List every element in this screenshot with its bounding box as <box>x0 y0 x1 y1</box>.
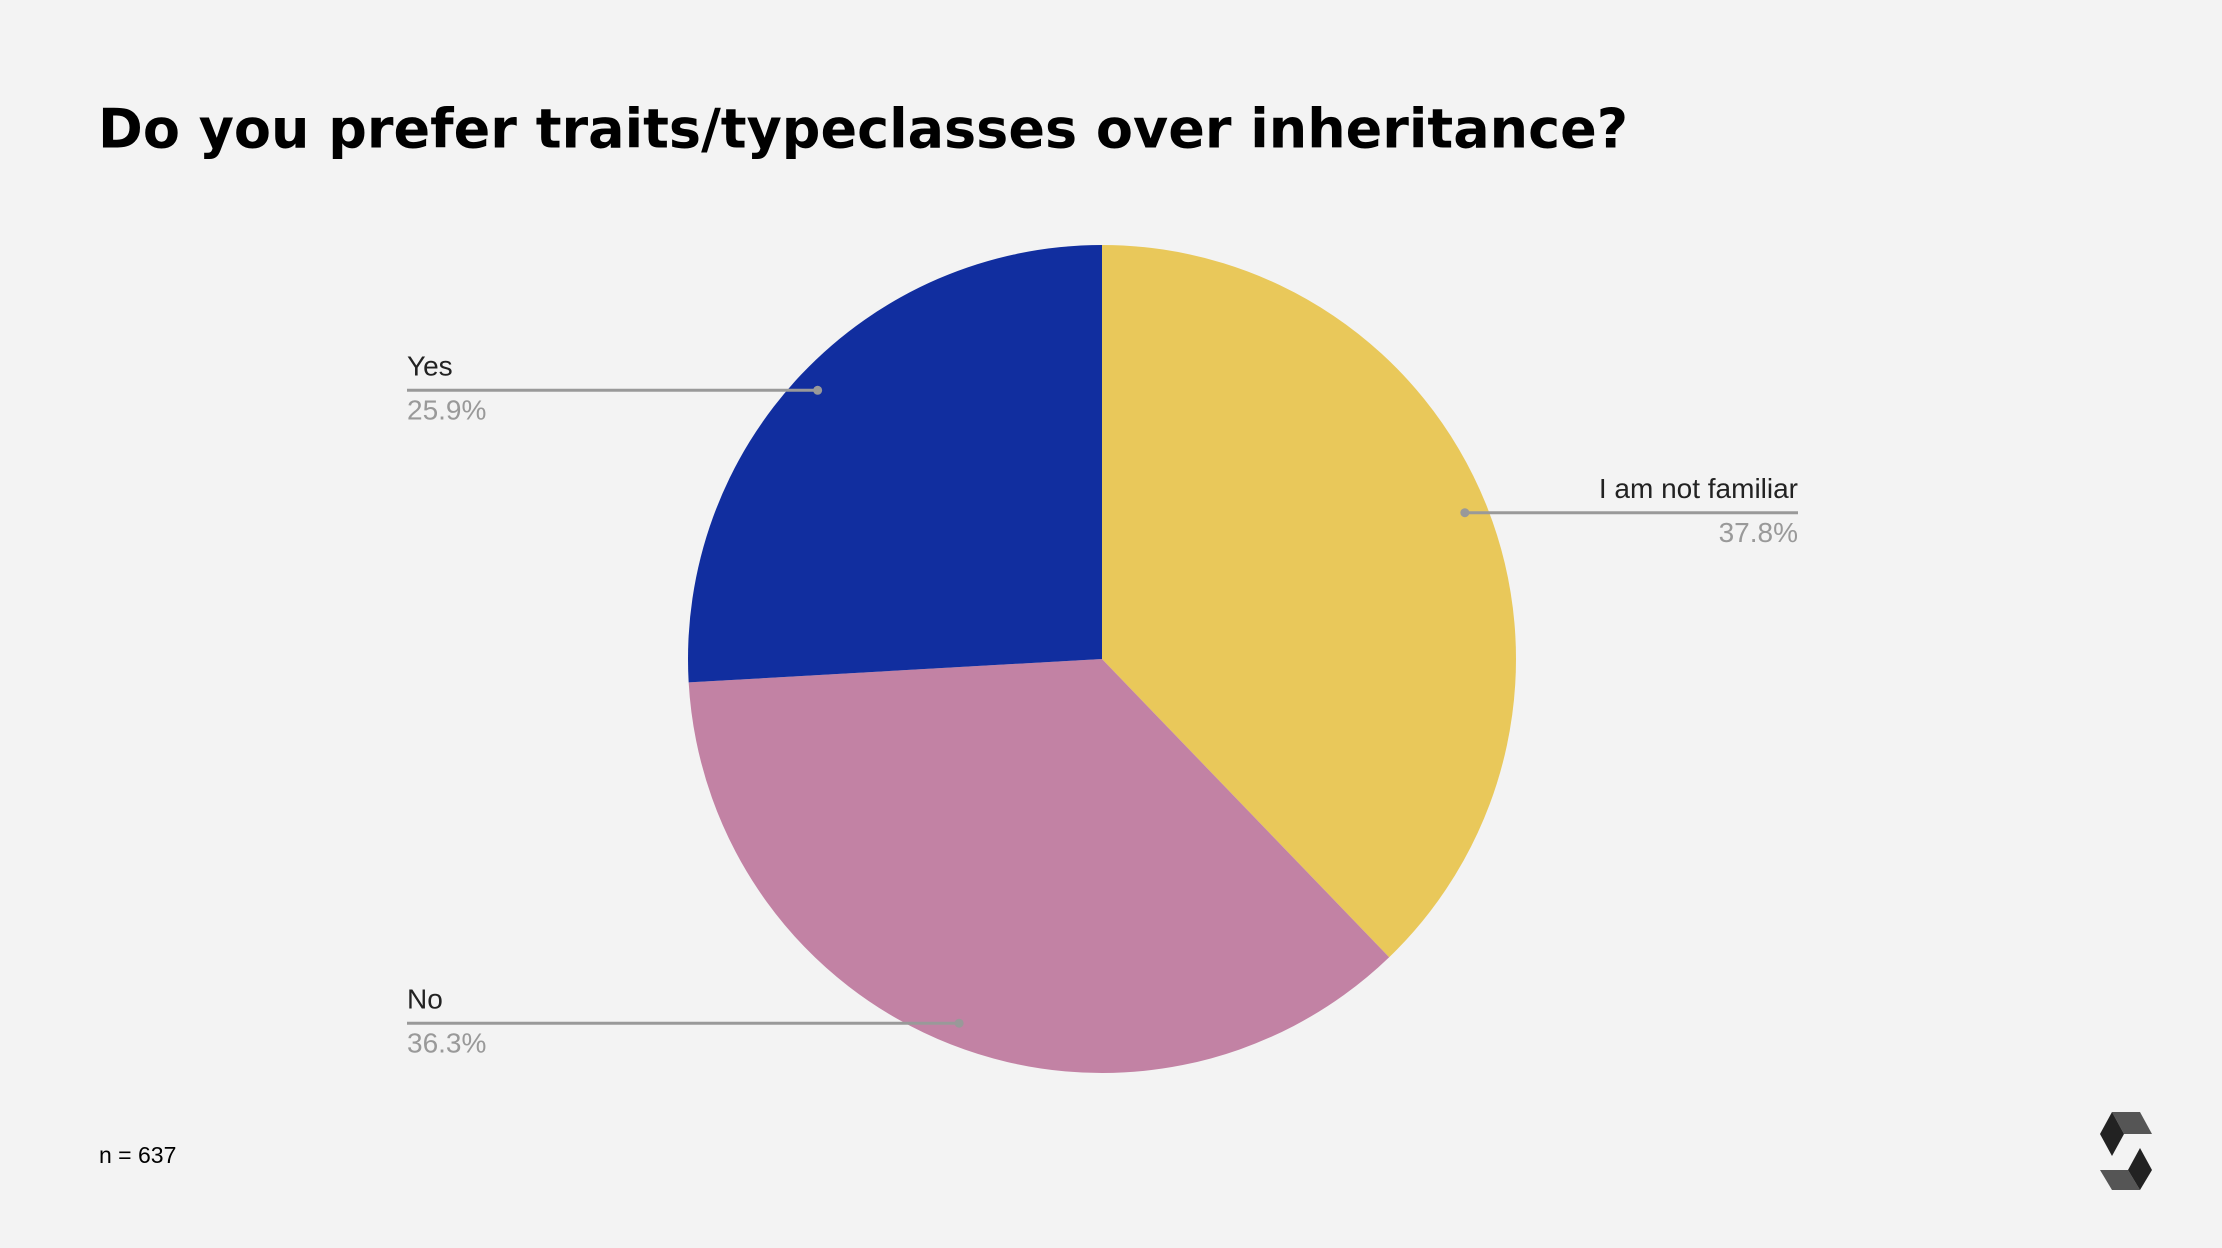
leader-dot <box>1460 508 1470 518</box>
footnote: n = 637 <box>99 1142 176 1168</box>
logo-part <box>2100 1112 2124 1156</box>
pie-slice <box>1102 245 1516 958</box>
logo-part <box>2100 1170 2140 1190</box>
leader-dot <box>954 1018 964 1028</box>
slice-value-label: 25.9% <box>407 395 486 426</box>
chart-title: Do you prefer traits/typeclasses over in… <box>98 98 1628 161</box>
pie-slice <box>687 245 1102 683</box>
slice-value-label: 37.8% <box>1719 517 1798 548</box>
logo <box>2100 1112 2152 1190</box>
leader-dot <box>813 385 823 395</box>
slice-label: Yes <box>407 351 453 382</box>
slice-value-label: 36.3% <box>407 1028 486 1059</box>
slice-label: I am not familiar <box>1599 473 1798 504</box>
logo-part <box>2128 1148 2152 1190</box>
pie-slice <box>688 659 1390 1073</box>
logo-part <box>2112 1112 2152 1134</box>
slice-label: No <box>407 984 443 1015</box>
